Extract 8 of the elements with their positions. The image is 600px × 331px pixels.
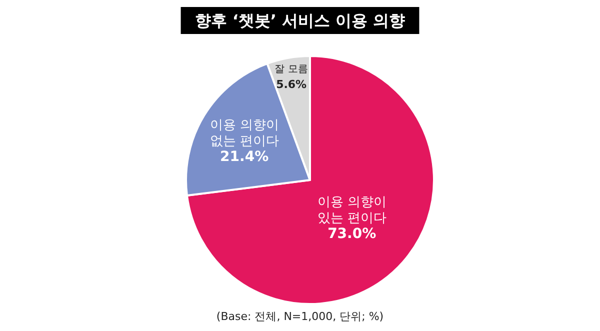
data-label: 73.0%	[328, 226, 376, 242]
data-label: 21.4%	[220, 149, 269, 166]
chart-title: 향후 ‘챗봇’ 서비스 이용 의향	[194, 11, 406, 30]
slice-label: 이용 의향이 없는 편이다	[210, 118, 279, 150]
text: (Base: 전체, N=1,000, 단위; %)	[216, 310, 384, 323]
slice-label: 이용 의향이 있는 편이다	[317, 194, 386, 226]
slice-label: 잘 모름	[274, 64, 308, 76]
data-label: 5.6%	[276, 78, 307, 92]
